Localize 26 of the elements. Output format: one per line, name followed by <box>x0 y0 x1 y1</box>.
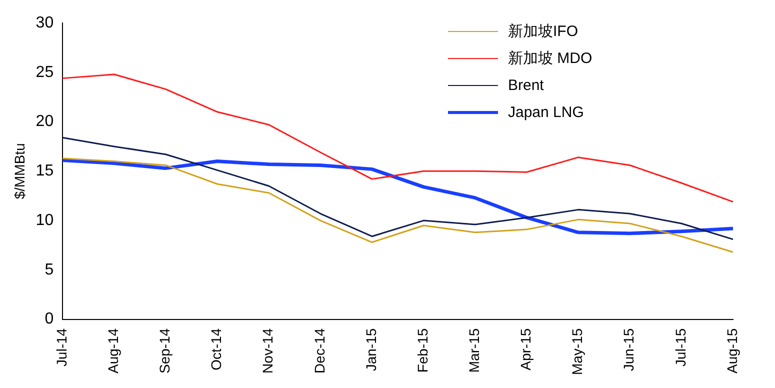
x-tick-label: Jun-15 <box>620 328 637 372</box>
x-tick-label: Aug-14 <box>105 328 122 374</box>
x-tick-label: Jul-14 <box>53 328 70 366</box>
y-axis-title: $/MMBtu <box>11 143 28 200</box>
y-tick-label: 15 <box>36 162 54 180</box>
x-tick-label: Oct-14 <box>208 328 224 370</box>
x-tick-label: Jan-15 <box>362 328 379 372</box>
y-tick-label: 20 <box>36 113 54 130</box>
x-tick-label: May-15 <box>569 328 586 376</box>
x-tick-label: Aug-15 <box>724 328 740 374</box>
x-tick-label: Mar-15 <box>466 328 482 373</box>
legend-label: Japan LNG <box>508 104 584 121</box>
x-tick-label: Apr-15 <box>518 328 534 370</box>
y-tick-label: 5 <box>44 261 54 278</box>
legend-label: Brent <box>508 77 544 94</box>
x-tick-label: Nov-14 <box>260 328 276 374</box>
legend-label: 新加坡 MDO <box>508 49 592 68</box>
y-tick-label: 30 <box>36 14 54 32</box>
x-tick-label: Jul-15 <box>672 328 688 366</box>
x-tick-label: Feb-15 <box>414 328 430 373</box>
x-tick-label: Dec-14 <box>311 328 328 374</box>
y-tick-label: 10 <box>36 212 54 229</box>
y-tick-label: 25 <box>36 64 54 81</box>
legend-label: 新加坡IFO <box>508 22 578 41</box>
x-tick-label: Sep-14 <box>156 328 173 374</box>
y-tick-label: 0 <box>44 310 54 328</box>
